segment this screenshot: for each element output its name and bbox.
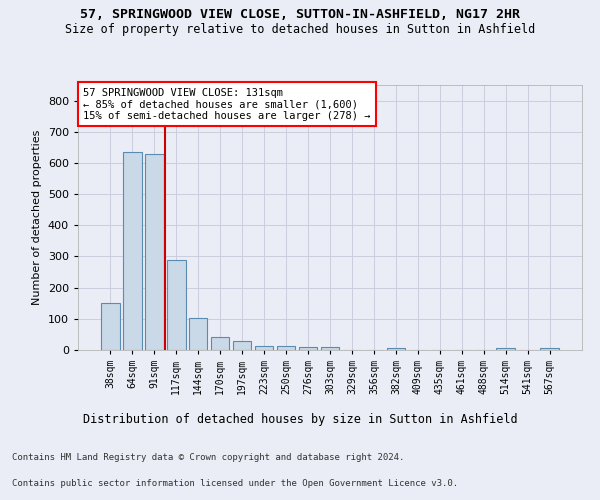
Text: 57 SPRINGWOOD VIEW CLOSE: 131sqm
← 85% of detached houses are smaller (1,600)
15: 57 SPRINGWOOD VIEW CLOSE: 131sqm ← 85% o… [83,88,371,121]
Text: Contains public sector information licensed under the Open Government Licence v3: Contains public sector information licen… [12,478,458,488]
Bar [320,347,340,350]
Y-axis label: Number of detached properties: Number of detached properties [32,130,42,305]
Bar [123,152,142,350]
Text: Contains HM Land Registry data © Crown copyright and database right 2024.: Contains HM Land Registry data © Crown c… [12,454,404,462]
Bar [541,348,559,350]
Bar [145,154,164,350]
Text: 57, SPRINGWOOD VIEW CLOSE, SUTTON-IN-ASHFIELD, NG17 2HR: 57, SPRINGWOOD VIEW CLOSE, SUTTON-IN-ASH… [80,8,520,20]
Bar [386,348,405,350]
Bar [167,260,185,350]
Bar [211,337,229,350]
Bar [233,341,251,350]
Bar [189,318,208,350]
Text: Distribution of detached houses by size in Sutton in Ashfield: Distribution of detached houses by size … [83,412,517,426]
Text: Size of property relative to detached houses in Sutton in Ashfield: Size of property relative to detached ho… [65,22,535,36]
Bar [496,348,515,350]
Bar [255,346,274,350]
Bar [101,303,119,350]
Bar [277,346,295,350]
Bar [299,347,317,350]
